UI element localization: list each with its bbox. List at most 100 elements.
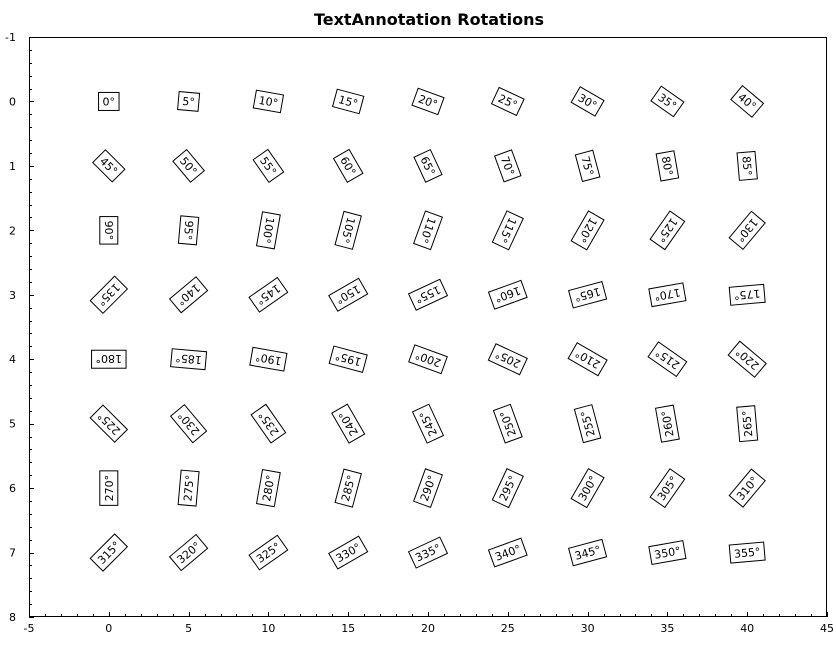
- annotation-box: [649, 468, 686, 509]
- annotation-box: [98, 91, 120, 111]
- annotation-box: [177, 91, 201, 112]
- annotation-label: 185°: [175, 351, 203, 366]
- text-annotation: 245°: [411, 403, 445, 444]
- y-tick-label: 6: [9, 482, 16, 495]
- annotation-box: [491, 210, 524, 251]
- annotation-box: [170, 348, 208, 371]
- annotation-box: [177, 215, 200, 246]
- text-annotation: 135°: [89, 275, 129, 315]
- y-tick-label: 0: [9, 95, 16, 108]
- annotation-box: [570, 210, 605, 251]
- text-annotation: 0°: [98, 91, 120, 111]
- annotation-box: [650, 85, 685, 118]
- x-tick-label: 5: [185, 622, 192, 635]
- annotation-label: 90°: [102, 221, 115, 241]
- annotation-label: 80°: [659, 155, 675, 176]
- annotation-label: 70°: [498, 155, 517, 178]
- text-annotation: 260°: [654, 404, 680, 443]
- annotation-box: [172, 148, 206, 183]
- text-annotation: 200°: [408, 344, 448, 375]
- annotation-box: [99, 216, 119, 245]
- text-annotation: 335°: [407, 536, 449, 569]
- annotation-box: [177, 469, 200, 507]
- annotation-box: [407, 278, 449, 311]
- annotation-label: 85°: [739, 156, 754, 177]
- x-tick-label: 10: [261, 622, 275, 635]
- annotation-box: [331, 403, 366, 444]
- text-annotation: 265°: [736, 405, 759, 443]
- annotation-box: [89, 275, 129, 315]
- x-tick-label: 35: [660, 622, 674, 635]
- text-annotation: 315°: [89, 533, 129, 572]
- y-tick-label: 3: [9, 289, 16, 302]
- text-annotation: 105°: [334, 210, 362, 250]
- annotation-box: [655, 150, 680, 182]
- annotation-label: 75°: [578, 155, 596, 177]
- text-annotation: 185°: [170, 348, 208, 371]
- text-annotation: 100°: [255, 211, 281, 250]
- annotation-label: 20°: [416, 92, 439, 111]
- annotation-label: 280°: [260, 474, 277, 502]
- text-annotation: 235°: [250, 403, 287, 444]
- annotation-box: [89, 404, 129, 443]
- annotation-box: [168, 533, 209, 572]
- y-tick-label: 4: [9, 353, 16, 366]
- y-tick-label: 8: [9, 611, 16, 624]
- text-annotation: 120°: [570, 210, 605, 251]
- annotation-box: [736, 405, 759, 443]
- annotation-box: [169, 403, 208, 444]
- text-annotation: 195°: [328, 345, 368, 373]
- annotation-box: [487, 537, 528, 568]
- text-annotation: 15°: [331, 88, 365, 115]
- annotation-label: 180°: [96, 352, 123, 365]
- annotation-box: [567, 538, 608, 567]
- annotation-box: [567, 342, 608, 377]
- x-tick-label: 30: [581, 622, 595, 635]
- text-annotation: 325°: [248, 534, 289, 571]
- annotation-box: [570, 86, 605, 117]
- annotation-box: [91, 349, 127, 369]
- text-annotation: 205°: [487, 343, 528, 376]
- text-annotation: 25°: [490, 86, 525, 117]
- annotation-box: [249, 346, 288, 372]
- text-annotation: 295°: [491, 468, 524, 509]
- annotation-box: [413, 468, 443, 509]
- text-annotation: 5°: [177, 91, 201, 112]
- plot-frame: [29, 37, 827, 617]
- annotation-box: [248, 276, 289, 313]
- annotation-label: 10°: [258, 94, 279, 110]
- text-annotation: 175°: [728, 283, 766, 306]
- annotation-label: 355°: [733, 545, 761, 560]
- annotation-box: [487, 279, 528, 310]
- annotation-box: [648, 540, 687, 565]
- text-annotation: 85°: [736, 150, 758, 181]
- annotation-box: [654, 404, 680, 443]
- text-annotation: 115°: [491, 210, 524, 251]
- annotation-label: 100°: [259, 216, 276, 244]
- annotation-box: [492, 403, 523, 444]
- annotation-box: [647, 341, 688, 378]
- annotation-label: 350°: [653, 544, 681, 561]
- text-annotation: 240°: [331, 403, 366, 444]
- annotation-label: 270°: [103, 475, 116, 502]
- annotation-box: [413, 148, 443, 183]
- annotation-label: 15°: [337, 93, 359, 111]
- text-annotation: 330°: [328, 535, 369, 570]
- annotation-label: 275°: [181, 474, 196, 502]
- y-tick-label: -1: [5, 31, 16, 44]
- text-annotation: 35°: [650, 85, 685, 118]
- annotation-box: [89, 533, 129, 572]
- x-tick-label: 25: [501, 622, 515, 635]
- annotation-box: [328, 535, 369, 570]
- text-annotation: 255°: [573, 404, 602, 444]
- text-annotation: 170°: [648, 282, 687, 308]
- text-annotation: 20°: [411, 87, 445, 116]
- annotation-label: 5°: [182, 95, 196, 109]
- annotation-label: 95°: [181, 220, 196, 241]
- x-tick-label: 0: [105, 622, 112, 635]
- text-annotation: 160°: [487, 279, 528, 310]
- annotation-label: 0°: [103, 95, 116, 108]
- y-tick-label: 1: [9, 160, 16, 173]
- text-annotation: 230°: [169, 403, 208, 444]
